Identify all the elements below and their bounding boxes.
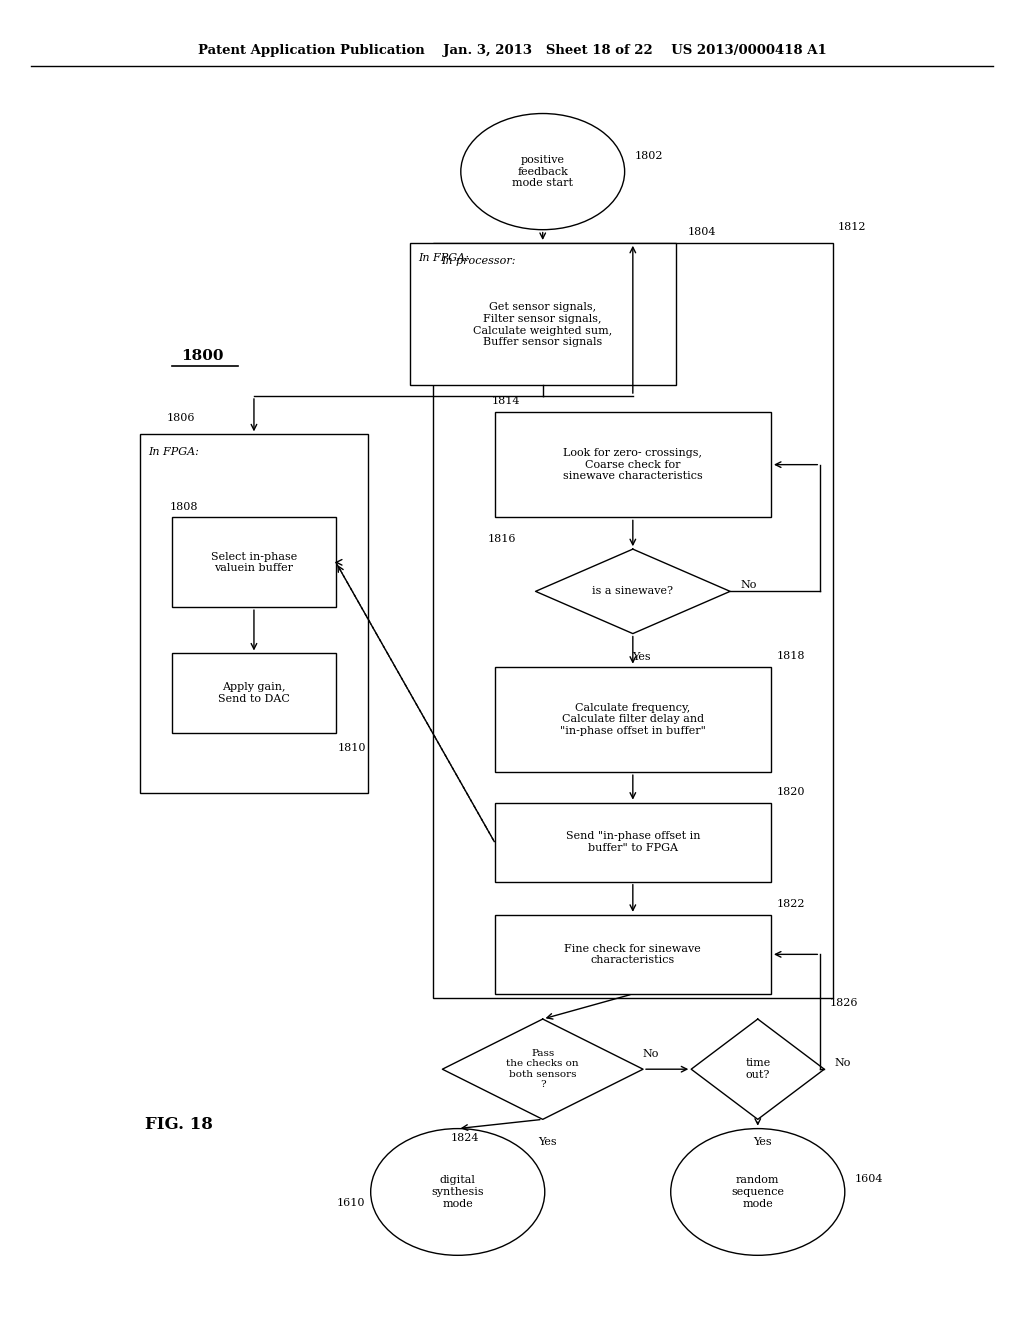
Polygon shape [536,549,730,634]
Ellipse shape [671,1129,845,1255]
Text: 1814: 1814 [492,396,520,407]
Text: Get sensor signals,
Filter sensor signals,
Calculate weighted sum,
Buffer sensor: Get sensor signals, Filter sensor signal… [473,302,612,347]
Text: random
sequence
mode: random sequence mode [731,1175,784,1209]
Text: time
out?: time out? [745,1059,770,1080]
Polygon shape [442,1019,643,1119]
Text: No: No [740,579,757,590]
FancyBboxPatch shape [495,667,771,772]
Text: 1824: 1824 [451,1133,479,1143]
Text: Calculate frequency,
Calculate filter delay and
"in-phase offset in buffer": Calculate frequency, Calculate filter de… [560,702,706,737]
FancyBboxPatch shape [140,434,368,793]
Polygon shape [691,1019,824,1119]
Text: 1808: 1808 [170,502,199,512]
Text: No: No [835,1057,851,1068]
FancyBboxPatch shape [172,653,336,733]
Text: No: No [642,1048,658,1059]
Text: 1804: 1804 [688,227,717,238]
Text: positive
feedback
mode start: positive feedback mode start [512,154,573,189]
Text: Fine check for sinewave
characteristics: Fine check for sinewave characteristics [564,944,701,965]
Text: 1812: 1812 [838,222,866,232]
Text: In FPGA:: In FPGA: [148,447,200,458]
FancyBboxPatch shape [495,412,771,517]
Text: Send "in-phase offset in
buffer" to FPGA: Send "in-phase offset in buffer" to FPGA [565,832,700,853]
Text: 1818: 1818 [776,651,805,661]
Text: 1806: 1806 [167,413,196,424]
FancyBboxPatch shape [495,915,771,994]
Text: 1822: 1822 [776,899,805,909]
Text: Patent Application Publication    Jan. 3, 2013   Sheet 18 of 22    US 2013/00004: Patent Application Publication Jan. 3, 2… [198,44,826,57]
Text: 1802: 1802 [635,150,664,161]
Text: 1816: 1816 [487,533,516,544]
FancyBboxPatch shape [495,803,771,882]
Text: Yes: Yes [632,652,650,663]
Text: 1800: 1800 [181,350,224,363]
Text: In FPGA:: In FPGA: [418,253,469,264]
Text: In processor:: In processor: [441,256,516,267]
Text: Pass
the checks on
both sensors
?: Pass the checks on both sensors ? [507,1049,579,1089]
Ellipse shape [371,1129,545,1255]
Text: digital
synthesis
mode: digital synthesis mode [431,1175,484,1209]
Text: 1604: 1604 [855,1173,884,1184]
FancyBboxPatch shape [410,243,676,385]
Text: Select in-phase
valuein buffer: Select in-phase valuein buffer [211,552,297,573]
Text: Look for zero- crossings,
Coarse check for
sinewave characteristics: Look for zero- crossings, Coarse check f… [563,447,702,482]
FancyBboxPatch shape [433,243,833,998]
Text: is a sinewave?: is a sinewave? [592,586,674,597]
Text: Yes: Yes [539,1137,557,1147]
Text: Yes: Yes [754,1137,772,1147]
Text: 1610: 1610 [337,1197,366,1208]
Text: FIG. 18: FIG. 18 [145,1117,213,1133]
Text: 1826: 1826 [829,998,858,1008]
Text: 1810: 1810 [338,743,367,754]
FancyBboxPatch shape [172,517,336,607]
Text: 1820: 1820 [776,787,805,797]
Text: Apply gain,
Send to DAC: Apply gain, Send to DAC [218,682,290,704]
Ellipse shape [461,114,625,230]
